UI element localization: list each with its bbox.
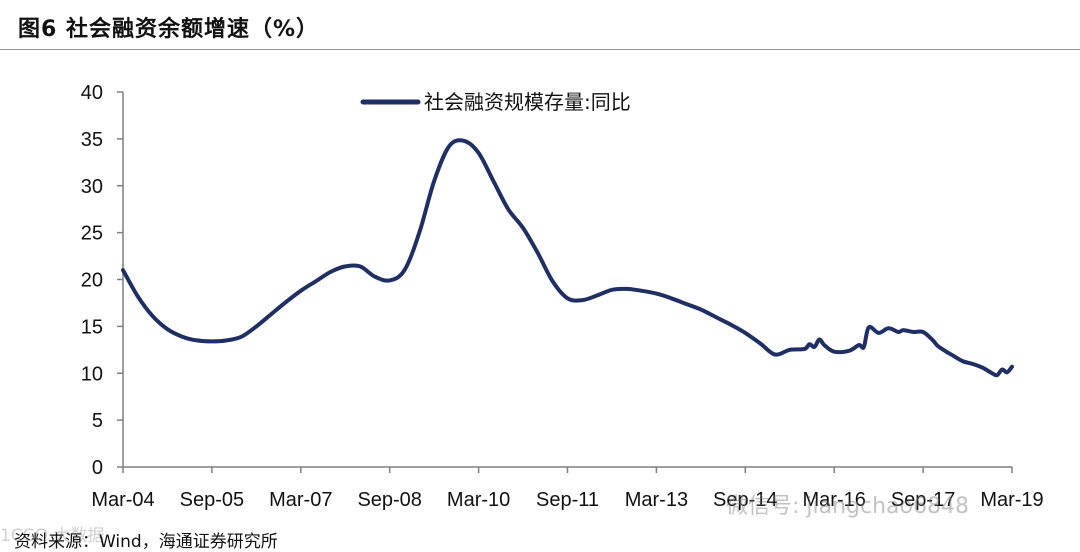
y-tick-label: 25 — [81, 223, 103, 245]
y-tick-label: 40 — [81, 82, 103, 104]
x-tick-label: Mar-19 — [980, 489, 1043, 511]
watermark-left: 1CCO 大数据 — [0, 526, 105, 546]
x-tick-label: Sep-11 — [536, 489, 599, 511]
page-title: 图6 社会融资余额增速（%） — [18, 17, 320, 42]
x-tick-label: Sep-05 — [180, 489, 245, 511]
y-tick-label: 10 — [81, 363, 103, 385]
x-tick-label: Mar-04 — [91, 489, 154, 511]
title-bar: 图6 社会融资余额增速（%） — [0, 0, 1080, 50]
x-tick-label: Sep-08 — [357, 489, 422, 511]
x-tick-label: Mar-13 — [625, 489, 688, 511]
source-note: 资料来源：Wind，海通证券研究所 — [14, 532, 278, 552]
y-tick-label: 35 — [81, 129, 103, 151]
y-tick-label: 15 — [81, 316, 103, 338]
series-group — [121, 138, 1014, 378]
y-tick-label: 20 — [81, 270, 103, 292]
x-tick-label: Sep-14 — [713, 489, 778, 511]
x-tick-label: Mar-07 — [269, 489, 332, 511]
x-tick-label: Mar-10 — [447, 489, 510, 511]
series-line — [121, 138, 1014, 378]
legend-label: 社会融资规模存量:同比 — [424, 90, 631, 114]
line-chart: 0 5 10 15 20 25 30 35 40 Mar-04 Sep-05 Mar-07 Sep-0… — [81, 82, 1044, 511]
legend: 社会融资规模存量:同比 — [360, 90, 631, 114]
y-tick-label: 30 — [81, 176, 103, 198]
x-axis: Mar-04 Sep-05 Mar-07 Sep-08 Mar-10 Sep-11 Mar-… — [91, 466, 1044, 511]
x-tick-label: Mar-16 — [803, 489, 866, 511]
watermark-right: 微信号: jiangchao6848 — [726, 494, 969, 519]
y-tick-label: 0 — [92, 457, 103, 479]
y-axis: 0 5 10 15 20 25 30 35 40 — [81, 82, 124, 479]
x-tick-label: Sep-17 — [891, 489, 956, 511]
y-tick-label: 5 — [92, 410, 103, 432]
